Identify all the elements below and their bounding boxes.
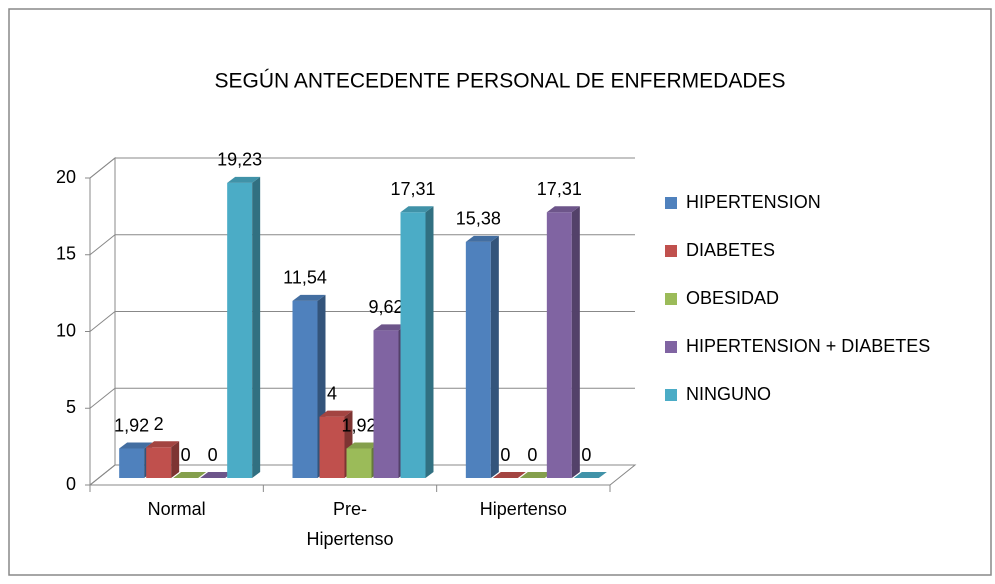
bar-face (492, 472, 526, 478)
bar-face (546, 206, 580, 213)
bar (146, 441, 180, 478)
bar-face (465, 235, 499, 242)
bar-face (319, 416, 345, 478)
bar-face (119, 448, 145, 478)
bar-face (373, 330, 399, 478)
bar (573, 472, 607, 478)
bar-face (519, 472, 553, 478)
bar-face (490, 235, 499, 478)
y-tick-label: 5 (66, 397, 76, 417)
bar (546, 206, 580, 478)
data-label: 1,92 (114, 415, 149, 435)
bar (519, 472, 553, 478)
bar-face (227, 176, 261, 183)
y-tick-label: 20 (56, 167, 76, 187)
data-label: 0 (581, 445, 591, 465)
bar (465, 235, 499, 478)
bar-face (227, 182, 253, 478)
bar-face (571, 206, 580, 478)
bar (173, 472, 207, 478)
bar-face (171, 441, 180, 478)
data-label: 17,31 (537, 179, 582, 199)
data-label: 0 (527, 445, 537, 465)
bar-face (400, 212, 426, 478)
bar-face (292, 300, 318, 478)
legend-swatch (665, 245, 677, 257)
bar-face (346, 442, 380, 449)
legend-label: OBESIDAD (686, 288, 779, 308)
bar-face (573, 472, 607, 478)
data-label: 9,62 (368, 297, 403, 317)
bar-face (252, 176, 261, 478)
x-tick-label: Normal (148, 499, 206, 519)
data-label: 1,92 (341, 415, 376, 435)
legend-swatch (665, 293, 677, 305)
legend-label: DIABETES (686, 240, 775, 260)
bar-face (200, 472, 234, 478)
bar-face (119, 442, 153, 449)
chart-frame (8, 8, 992, 576)
bar (400, 206, 434, 478)
y-tick-label: 0 (66, 474, 76, 494)
data-label: 4 (327, 383, 337, 403)
grid-line (89, 234, 635, 256)
data-label: 15,38 (456, 209, 501, 229)
grid-line (89, 387, 635, 409)
grid-line (89, 157, 635, 179)
y-tick-label: 10 (56, 320, 76, 340)
bar-face (465, 241, 491, 478)
legend-swatch (665, 389, 677, 401)
bar (492, 472, 526, 478)
bar-face (146, 447, 172, 478)
bar-face (173, 472, 207, 478)
data-label: 19,23 (217, 150, 262, 170)
legend-label: NINGUNO (686, 384, 771, 404)
bar-face (373, 324, 407, 331)
grid-line (89, 464, 635, 486)
legend-swatch (665, 341, 677, 353)
bar-face (146, 441, 180, 448)
legend-label: HIPERTENSION + DIABETES (686, 336, 930, 356)
legend-label: HIPERTENSION (686, 192, 821, 212)
x-tick-label: Hipertenso (480, 499, 567, 519)
data-label: 0 (181, 445, 191, 465)
x-tick-label: Pre-Hipertenso (306, 499, 393, 549)
bar-face (400, 206, 434, 213)
data-label: 17,31 (390, 179, 435, 199)
legend-swatch (665, 197, 677, 209)
chart-title: SEGÚN ANTECEDENTE PERSONAL DE ENFERMEDAD… (215, 70, 786, 93)
bar-face (292, 294, 326, 301)
bar-face (546, 212, 572, 478)
bar-face (319, 410, 353, 417)
bar-face (425, 206, 434, 478)
data-label: 0 (500, 445, 510, 465)
data-label: 0 (208, 445, 218, 465)
data-label: 2 (154, 414, 164, 434)
bar (200, 472, 234, 478)
data-label: 11,54 (283, 268, 327, 288)
grid-line (89, 311, 635, 332)
bar (227, 176, 261, 478)
bar-face (346, 448, 372, 478)
y-tick-label: 15 (56, 244, 76, 264)
